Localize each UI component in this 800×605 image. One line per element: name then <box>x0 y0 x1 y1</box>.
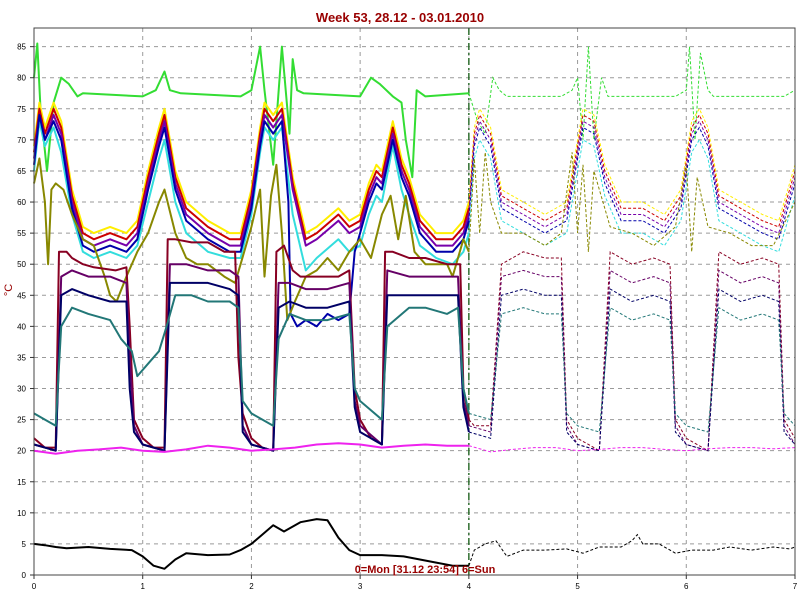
series-line-measured <box>33 294 470 427</box>
series-line-measured <box>33 101 470 235</box>
y-tick-label: 0 <box>22 571 27 580</box>
series-line-previous-week <box>468 288 796 452</box>
y-tick-label: 25 <box>17 416 26 425</box>
y-tick-label: 50 <box>17 260 26 269</box>
series-line-previous-week <box>468 119 796 234</box>
x-tick-label: 3 <box>358 582 363 591</box>
chart-title: Week 53, 28.12 - 03.01.2010 <box>316 10 484 25</box>
y-tick-label: 80 <box>17 74 26 83</box>
y-tick-label: 75 <box>17 105 26 114</box>
x-tick-label: 0 <box>32 582 37 591</box>
series-line-measured <box>33 442 469 455</box>
series-line-previous-week <box>468 306 796 433</box>
y-tick-label: 70 <box>17 136 26 145</box>
y-tick-label: 5 <box>22 540 27 549</box>
x-tick-label: 7 <box>793 582 798 591</box>
series-line-previous-week <box>468 107 796 222</box>
x-tick-label: 4 <box>467 582 472 591</box>
series-line-previous-week <box>468 269 796 452</box>
x-tick-label: 1 <box>140 582 145 591</box>
y-tick-label: 15 <box>17 478 26 487</box>
series-line-measured <box>33 157 470 322</box>
y-tick-label: 60 <box>17 198 26 207</box>
y-tick-label: 40 <box>17 322 26 331</box>
series-line-previous-week <box>468 138 796 253</box>
y-tick-label: 35 <box>17 353 26 362</box>
y-tick-label: 45 <box>17 291 26 300</box>
series-line-previous-week <box>468 113 796 228</box>
series-line-measured <box>33 42 469 179</box>
series-line-measured <box>33 518 469 570</box>
y-tick-label: 30 <box>17 385 26 394</box>
series-line-previous-week <box>468 533 796 566</box>
plot-frame <box>33 27 796 576</box>
y-tick-label: 65 <box>17 167 26 176</box>
y-axis-label: °C <box>3 284 15 296</box>
series-layer <box>33 42 796 570</box>
series-line-previous-week <box>468 152 796 252</box>
series-line-previous-week <box>468 250 796 452</box>
series-line-measured <box>33 114 470 328</box>
x-tick-label: 2 <box>249 582 254 591</box>
y-tick-label: 55 <box>17 229 26 238</box>
series-line-previous-week <box>468 445 796 453</box>
y-tick-label: 85 <box>17 43 26 52</box>
series-line-measured <box>33 107 470 241</box>
footer-label: 0=Mon [31.12 23:54] 6=Sun <box>355 564 496 576</box>
y-tick-label: 10 <box>17 509 26 518</box>
series-line-previous-week <box>468 126 796 240</box>
x-tick-label: 5 <box>575 582 580 591</box>
x-tick-label: 6 <box>684 582 689 591</box>
y-tick-label: 20 <box>17 447 26 456</box>
